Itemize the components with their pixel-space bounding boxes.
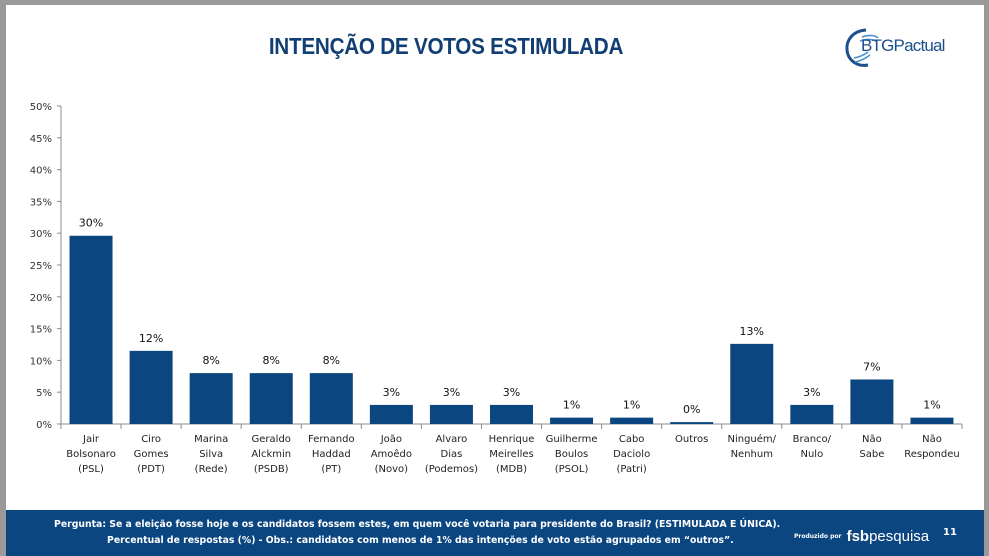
category-label: (MDB): [496, 464, 527, 475]
category-label: Fernando: [308, 434, 355, 445]
category-label: Nenhum: [731, 449, 773, 460]
category-label: Sabe: [859, 449, 884, 460]
footer-bar: Pergunta: Se a eleição fosse hoje e os c…: [6, 510, 984, 556]
bar: [550, 417, 594, 424]
bar: [790, 404, 834, 424]
category-label: Gomes: [134, 449, 169, 460]
category-label: Cabo: [619, 434, 645, 445]
category-label: (Podemos): [425, 464, 478, 475]
category-label: Ninguém/: [727, 433, 776, 445]
y-tick-label: 20%: [30, 293, 52, 304]
logo-text: BTGPactual: [861, 36, 945, 55]
bar: [309, 373, 353, 424]
bar: [369, 404, 413, 424]
data-label: 8%: [323, 354, 340, 367]
data-label: 3%: [383, 386, 400, 399]
slide-title: INTENÇÃO DE VOTOS ESTIMULADA: [268, 33, 624, 59]
producer-brand-light: pesquisa: [869, 528, 930, 545]
y-tick-label: 5%: [36, 388, 52, 399]
category-label: João: [380, 434, 402, 445]
bar: [129, 350, 173, 424]
bar: [69, 235, 113, 424]
category-label: Branco/: [793, 434, 832, 445]
category-label: (PDT): [137, 464, 165, 475]
bar: [490, 404, 533, 424]
y-tick-label: 10%: [30, 356, 52, 367]
producer-brand-bold: fsb: [846, 528, 870, 545]
note-text: Percentual de respostas (%) - Obs.: cand…: [107, 535, 734, 546]
bar: [670, 422, 714, 424]
category-label: Jair: [82, 434, 100, 445]
category-label: Henrique: [489, 434, 535, 445]
y-tick-label: 40%: [30, 166, 52, 177]
category-label: Não: [922, 434, 942, 445]
data-label: 3%: [503, 386, 520, 399]
slide: INTENÇÃO DE VOTOS ESTIMULADA BTGPactual …: [6, 5, 984, 556]
category-label: Marina: [194, 434, 228, 445]
category-label: Geraldo: [252, 434, 291, 445]
category-label: (Rede): [195, 464, 228, 475]
data-label: 30%: [79, 217, 103, 230]
category-label: Boulos: [555, 449, 588, 460]
category-label: Daciolo: [613, 449, 650, 460]
y-tick-label: 30%: [30, 229, 52, 240]
page-number: 11: [943, 527, 957, 538]
category-label: Guilherme: [546, 434, 598, 445]
category-label: Dias: [441, 449, 463, 460]
btg-swirl-icon: [845, 28, 879, 67]
category-label: Bolsonaro: [66, 449, 116, 460]
category-label: (PSDB): [254, 464, 289, 475]
bar: [730, 343, 774, 424]
data-label: 0%: [683, 403, 700, 416]
bar: [610, 417, 654, 424]
category-label: Silva: [199, 449, 223, 460]
category-label: Ciro: [141, 434, 161, 445]
bar: [249, 373, 293, 424]
question-text: Pergunta: Se a eleição fosse hoje e os c…: [54, 519, 781, 530]
btg-pactual-logo: BTGPactual: [844, 25, 969, 70]
data-label: 8%: [263, 354, 280, 367]
bar: [850, 379, 894, 424]
y-tick-label: 35%: [30, 197, 52, 208]
bar: [910, 417, 954, 424]
category-label: Nulo: [800, 449, 823, 460]
produced-by-label: Produzido por: [794, 533, 842, 540]
category-label: Amoêdo: [371, 448, 412, 460]
data-label: 13%: [740, 325, 764, 338]
category-label: Haddad: [312, 449, 351, 460]
data-label: 1%: [923, 399, 940, 412]
category-label: (PT): [321, 464, 341, 475]
category-label: Outros: [675, 434, 708, 445]
y-tick-label: 25%: [30, 261, 52, 272]
data-label: 1%: [623, 399, 640, 412]
bar: [429, 404, 473, 424]
data-label: 3%: [443, 386, 460, 399]
data-label: 3%: [803, 386, 820, 399]
category-label: (PSL): [78, 464, 104, 475]
category-label: (Novo): [375, 464, 409, 475]
category-label: Alckmin: [251, 449, 291, 460]
y-tick-label: 50%: [30, 102, 52, 113]
bar: [189, 373, 233, 424]
bar-chart: 0% 5% 10% 15% 20% 25% 30% 35% 40% 45% 50% 30% Jair Bo…: [30, 102, 963, 475]
y-tick-label: 0%: [36, 420, 52, 431]
data-label: 12%: [139, 332, 163, 345]
category-label: Respondeu: [904, 449, 960, 460]
data-label: 7%: [863, 360, 880, 373]
y-tick-label: 15%: [30, 325, 52, 336]
category-label: (Patri): [616, 464, 646, 475]
category-label: Alvaro: [436, 434, 468, 445]
data-label: 8%: [202, 354, 219, 367]
category-label: (PSOL): [555, 464, 589, 475]
y-tick-label: 45%: [30, 134, 52, 145]
data-label: 1%: [563, 399, 580, 412]
producer-credit: Produzido por fsbpesquisa: [794, 526, 929, 545]
category-label: Não: [862, 434, 882, 445]
category-label: Meirelles: [489, 449, 534, 460]
